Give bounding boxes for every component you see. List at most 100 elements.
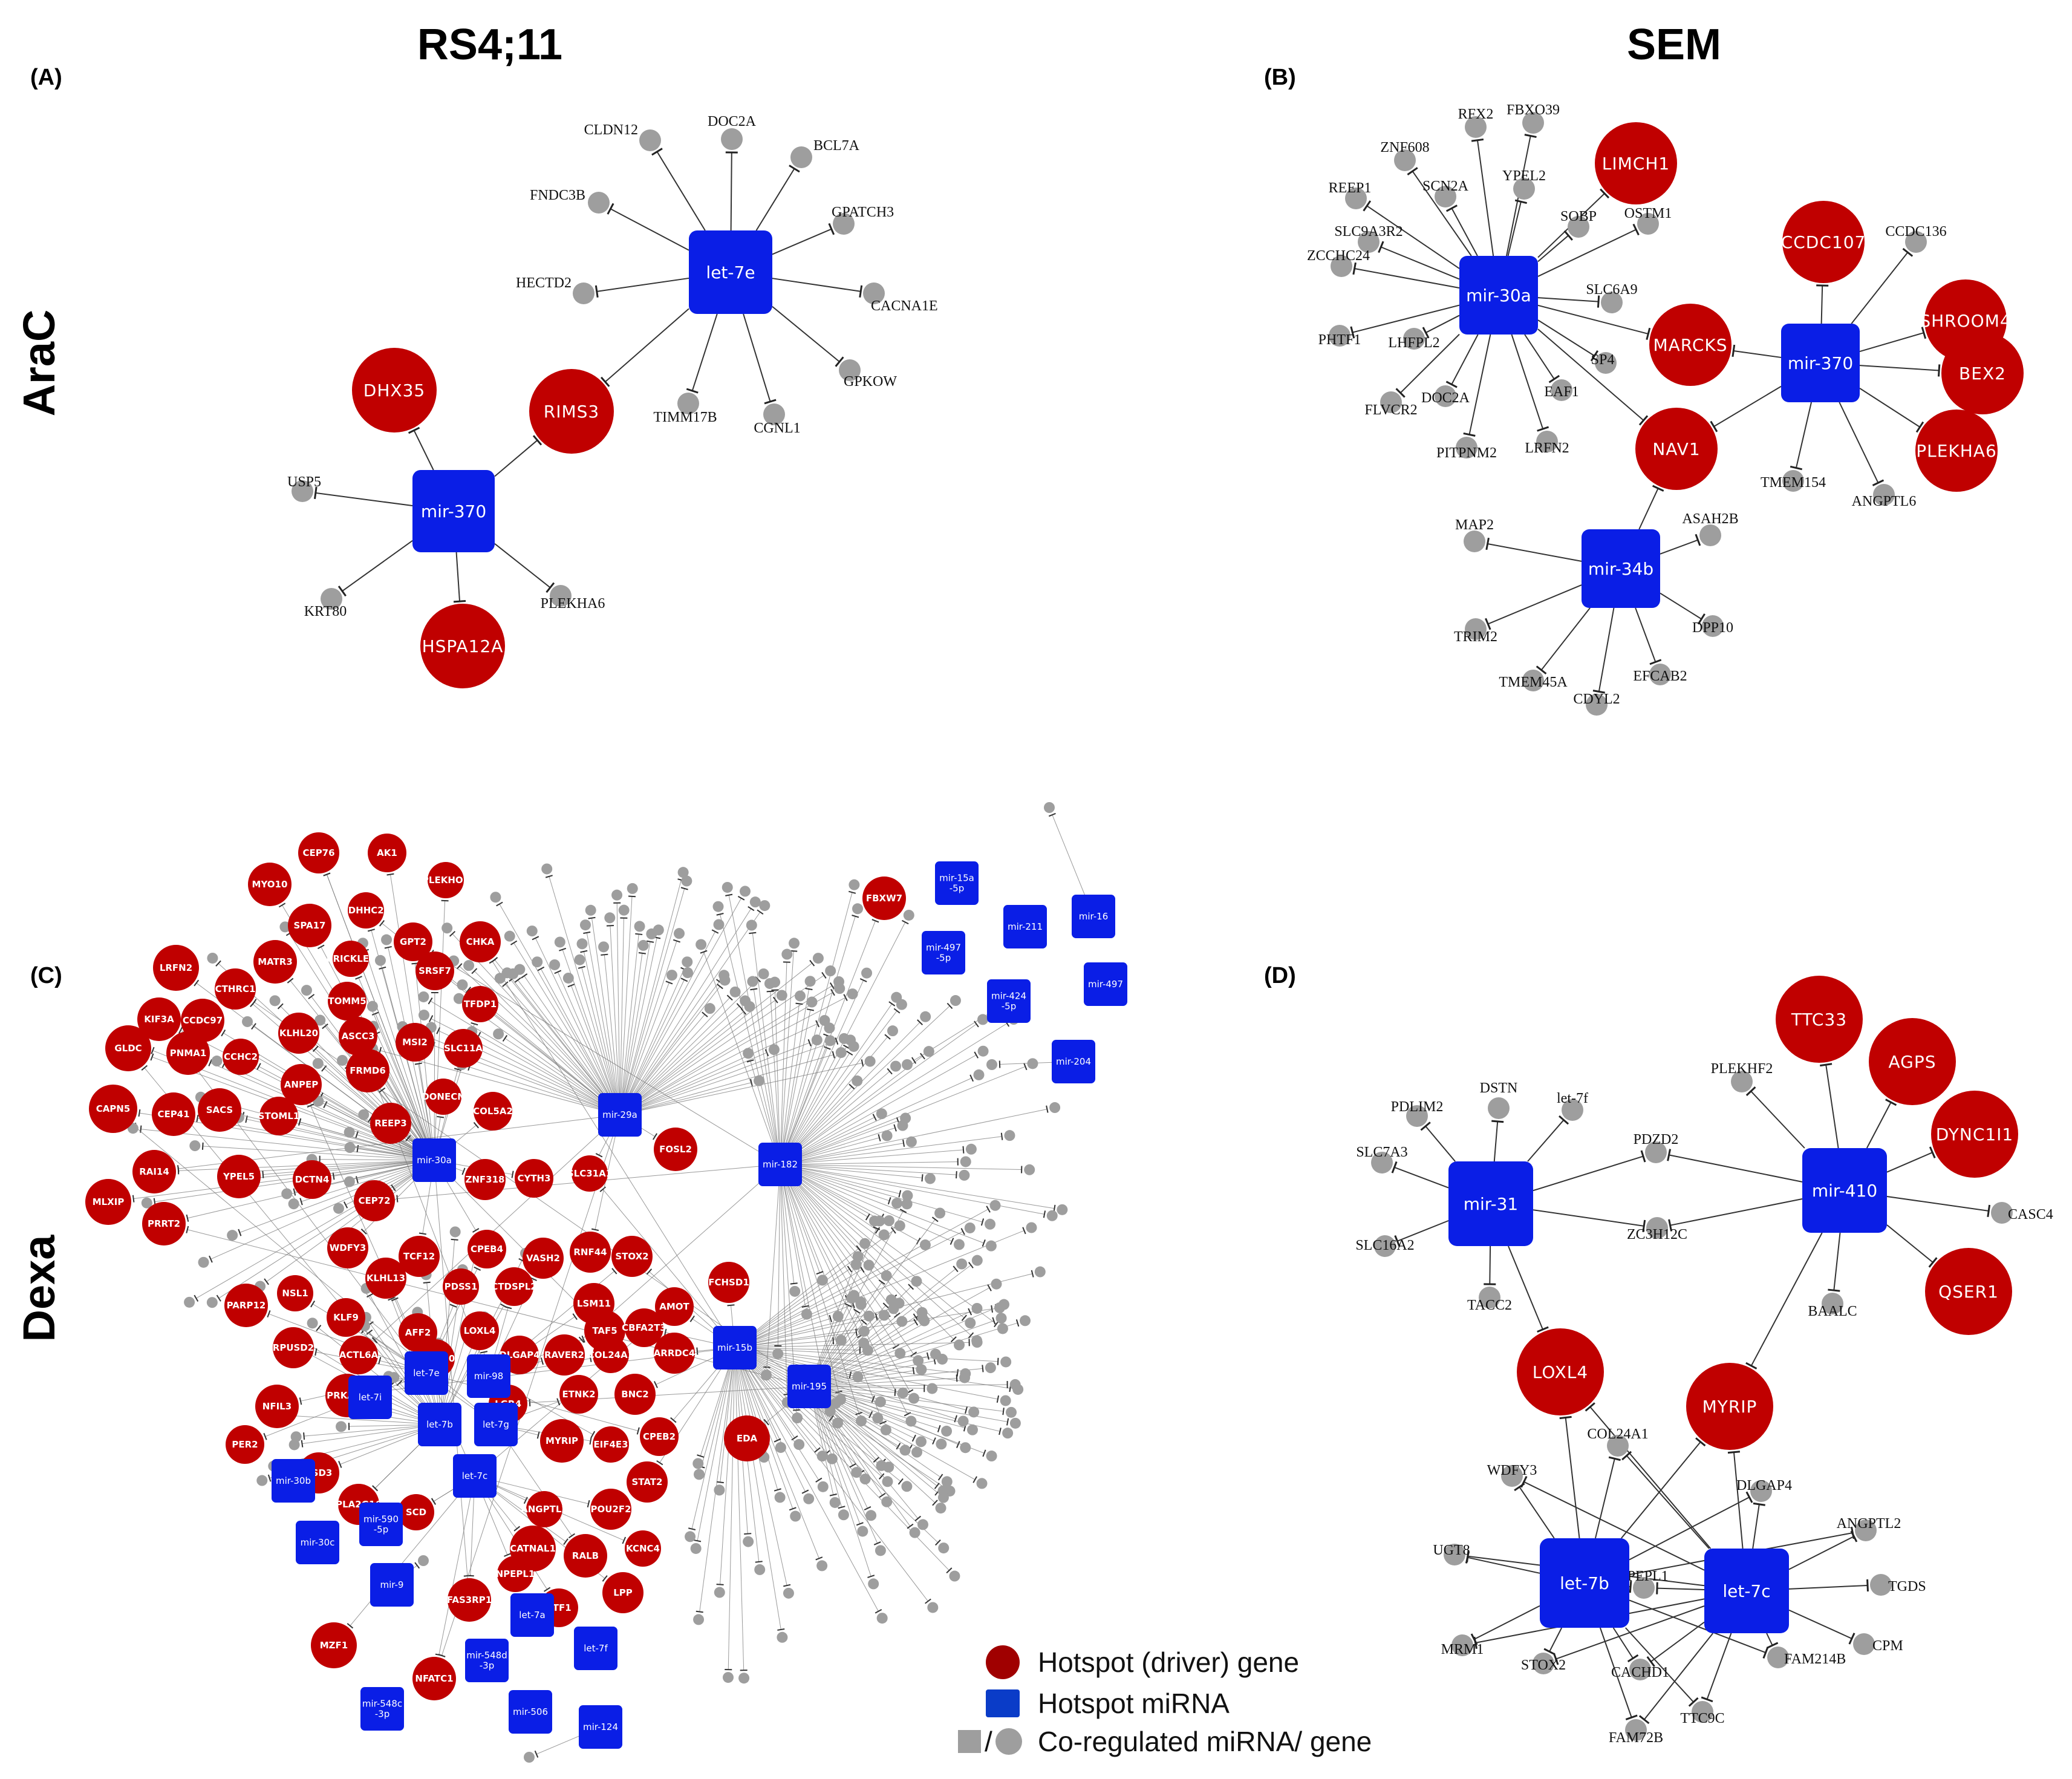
coreg-node[interactable] [504,930,515,942]
coreg-node[interactable] [829,1497,841,1508]
mirna-node-mir-204[interactable]: mir-204 [1052,1040,1095,1083]
coreg-node[interactable] [881,1496,893,1507]
coreg-node[interactable] [549,959,561,970]
coreg-node[interactable] [743,1048,754,1059]
coreg-node[interactable] [314,1014,326,1026]
coreg-node[interactable] [896,1316,908,1327]
coreg-node[interactable] [927,1602,939,1613]
driver-node-stoml1[interactable]: STOML1 [258,1097,300,1135]
driver-node-mlxip[interactable]: MLXIP [85,1179,131,1225]
coreg-node-pdlim2[interactable]: PDLIM2 [1391,1099,1444,1127]
coreg-node-efcab2[interactable]: EFCAB2 [1633,664,1687,685]
coreg-node-dpp10[interactable]: DPP10 [1692,615,1733,637]
coreg-node[interactable] [968,1406,980,1418]
driver-node-fosl2[interactable]: FOSL2 [654,1128,697,1171]
coreg-node[interactable] [704,1003,715,1014]
coreg-node[interactable] [794,990,806,1002]
coreg-node[interactable] [861,967,873,979]
driver-node-rims3[interactable]: RIMS3 [529,369,614,454]
coreg-node[interactable] [184,1296,195,1308]
mirna-node-mir-506[interactable]: mir-506 [509,1690,552,1734]
coreg-node-col24a1[interactable]: COL24A1 [1587,1426,1649,1457]
driver-node-etnk2[interactable]: ETNK2 [559,1375,598,1414]
driver-node-qser1[interactable]: QSER1 [1925,1248,2012,1335]
coreg-node-angptl2[interactable]: ANGPTL2 [1837,1516,1901,1541]
coreg-node[interactable] [367,1000,378,1012]
coreg-node[interactable] [768,1044,780,1056]
driver-node-cpeb2[interactable]: CPEB2 [640,1417,679,1456]
coreg-node[interactable] [835,1047,847,1059]
coreg-node[interactable] [290,1431,302,1443]
coreg-node[interactable] [682,956,693,968]
coreg-node[interactable] [848,1040,859,1052]
driver-node-agps[interactable]: AGPS [1869,1018,1956,1105]
coreg-node[interactable] [824,1405,836,1417]
coreg-node[interactable] [835,1334,847,1346]
coreg-node[interactable] [985,1240,997,1252]
coreg-node[interactable] [935,1503,946,1514]
coreg-node[interactable] [336,1054,348,1066]
driver-node-raver2[interactable]: RAVER2 [544,1334,585,1376]
coreg-node[interactable] [824,1022,835,1034]
driver-node-pdss1[interactable]: PDSS1 [443,1268,479,1305]
coreg-node-tacc2[interactable]: TACC2 [1467,1287,1512,1313]
coreg-node[interactable] [714,1484,725,1496]
mirna-node-mir-548d-3p[interactable]: mir-548d-3p [465,1639,509,1682]
coreg-node[interactable] [899,1444,911,1456]
driver-node-cbfa2t3[interactable]: CBFA2T3 [622,1308,666,1347]
coreg-node-gpatch3[interactable]: GPATCH3 [832,204,894,235]
coreg-node[interactable] [881,1270,892,1281]
coreg-node[interactable] [524,1752,535,1763]
coreg-node[interactable] [1006,1406,1017,1418]
coreg-node[interactable] [903,909,914,921]
driver-node-eif4e3[interactable]: EIF4E3 [593,1426,629,1463]
mirna-node-mir-15a-5p[interactable]: mir-15a-5p [935,861,979,905]
coreg-node-casc4[interactable]: CASC4 [1991,1202,2053,1224]
driver-node-ak1[interactable]: AK1 [368,834,406,872]
coreg-node[interactable] [917,1313,928,1324]
coreg-node[interactable] [514,964,526,975]
driver-node-gpt2[interactable]: GPT2 [394,922,432,961]
coreg-node[interactable] [777,1631,788,1643]
coreg-node[interactable] [574,954,585,965]
coreg-node[interactable] [971,1337,983,1348]
coreg-node-doc2a[interactable]: DOC2A [1421,385,1470,407]
coreg-node[interactable] [888,1303,899,1314]
coreg-node-zcchc24[interactable]: ZCCHC24 [1307,248,1370,277]
coreg-node[interactable] [862,1345,873,1356]
coreg-node[interactable] [858,1325,870,1337]
coreg-node[interactable] [374,955,386,966]
coreg-node[interactable] [916,1364,927,1376]
mirna-node-let-7f[interactable]: let-7f [574,1627,617,1670]
coreg-node[interactable] [851,1467,862,1478]
coreg-node[interactable] [911,1446,923,1458]
driver-node-lpp[interactable]: LPP [602,1572,643,1613]
coreg-node[interactable] [1004,1130,1015,1141]
coreg-node[interactable] [826,1453,838,1464]
coreg-node-sobp[interactable]: SOBP [1560,209,1597,238]
coreg-node[interactable] [991,1278,1002,1290]
coreg-node[interactable] [824,1035,836,1046]
coreg-node[interactable] [959,1169,970,1181]
driver-node-fbxw7[interactable]: FBXW7 [862,876,906,920]
coreg-node[interactable] [927,1383,938,1394]
coreg-node[interactable] [875,1545,886,1556]
coreg-node[interactable] [985,1218,996,1230]
coreg-node[interactable] [817,1481,829,1492]
coreg-node[interactable] [754,1564,766,1575]
mirna-node-let-7a[interactable]: let-7a [510,1593,554,1637]
coreg-node[interactable] [923,1046,934,1057]
coreg-node[interactable] [793,1438,805,1450]
coreg-node-slc9a3r2[interactable]: SLC9A3R2 [1334,224,1403,253]
driver-node-dync1i1[interactable]: DYNC1I1 [1931,1091,2018,1178]
coreg-node[interactable] [441,922,453,934]
driver-node-cthrc1[interactable]: CTHRC1 [215,968,256,1010]
coreg-node-rfx2[interactable]: RFX2 [1458,106,1494,138]
coreg-node[interactable] [1002,1428,1014,1439]
coreg-node-trim2[interactable]: TRIM2 [1454,618,1497,645]
driver-node-tcf12[interactable]: TCF12 [399,1236,440,1277]
coreg-node[interactable] [882,1476,893,1487]
coreg-node[interactable] [1046,1210,1058,1221]
coreg-node[interactable] [878,1229,890,1241]
coreg-node[interactable] [857,1526,868,1537]
